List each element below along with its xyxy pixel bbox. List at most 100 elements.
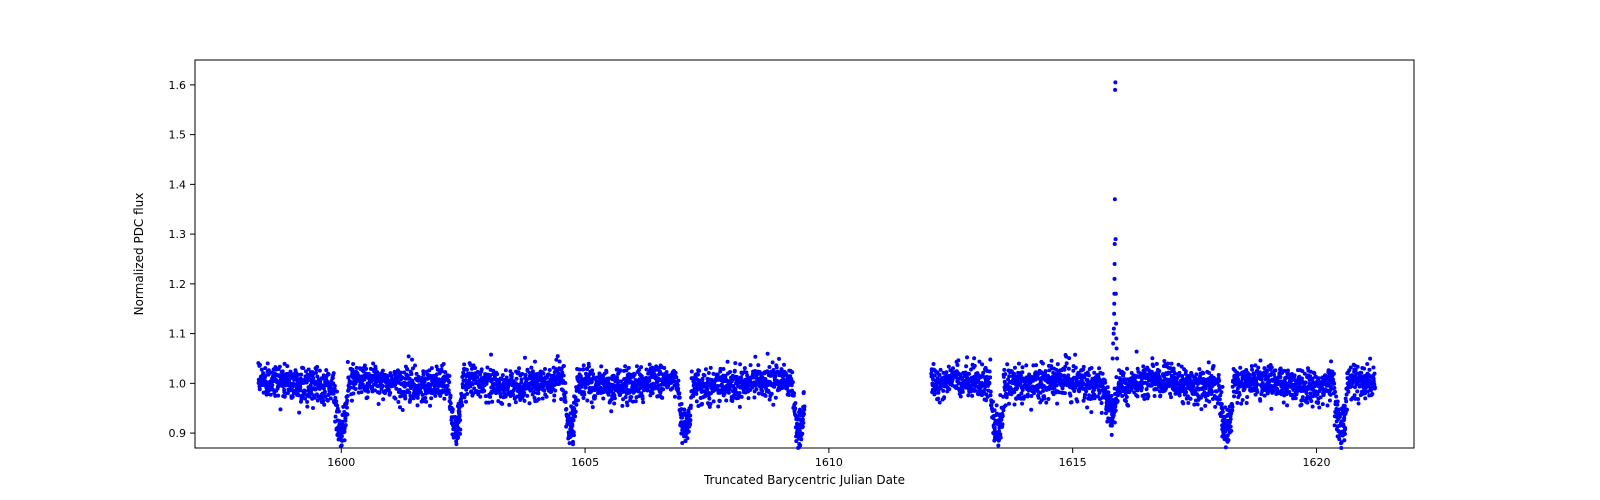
data-point — [1007, 374, 1011, 378]
x-tick-label: 1610 — [815, 456, 843, 469]
data-point — [345, 406, 349, 410]
data-point — [1312, 371, 1316, 375]
data-point — [564, 390, 568, 394]
data-point — [956, 358, 960, 362]
data-point — [1342, 438, 1346, 442]
data-point — [495, 372, 499, 376]
data-point — [343, 419, 347, 423]
data-point — [536, 391, 540, 395]
data-point — [1338, 433, 1342, 437]
data-point — [514, 400, 518, 404]
data-point — [686, 413, 690, 417]
data-point — [697, 369, 701, 373]
data-point — [708, 402, 712, 406]
data-point — [354, 387, 358, 391]
y-tick-label: 0.9 — [169, 427, 187, 440]
data-point — [660, 396, 664, 400]
data-point — [297, 411, 301, 415]
data-point — [1063, 365, 1067, 369]
data-point — [1125, 395, 1129, 399]
data-point — [1020, 402, 1024, 406]
data-point — [700, 402, 704, 406]
data-point — [430, 366, 434, 370]
data-point — [568, 441, 572, 445]
data-point — [446, 384, 450, 388]
x-tick-label: 1620 — [1302, 456, 1330, 469]
data-point — [1021, 365, 1025, 369]
lightcurve-chart: 160016051610161516200.91.01.11.21.31.41.… — [0, 0, 1600, 500]
data-point — [1153, 394, 1157, 398]
data-point — [766, 352, 770, 356]
data-point — [464, 400, 468, 404]
data-point — [1218, 397, 1222, 401]
data-point — [1135, 394, 1139, 398]
data-point — [988, 357, 992, 361]
data-point — [641, 397, 645, 401]
data-point — [490, 400, 494, 404]
data-point — [1368, 357, 1372, 361]
data-point — [1111, 398, 1115, 402]
data-point — [1220, 435, 1224, 439]
data-point — [733, 369, 737, 373]
data-point — [724, 399, 728, 403]
data-point — [1114, 237, 1118, 241]
data-point — [1309, 399, 1313, 403]
data-point — [607, 393, 611, 397]
data-point — [1103, 381, 1107, 385]
data-point — [563, 381, 567, 385]
data-point — [1342, 416, 1346, 420]
data-point — [726, 360, 730, 364]
data-point — [964, 364, 968, 368]
data-point — [738, 362, 742, 366]
data-point — [634, 399, 638, 403]
data-point — [1339, 446, 1343, 450]
data-point — [1300, 403, 1304, 407]
data-point — [484, 394, 488, 398]
data-point — [981, 371, 985, 375]
data-point — [1072, 389, 1076, 393]
data-point — [305, 405, 309, 409]
data-point — [429, 396, 433, 400]
data-point — [1077, 389, 1081, 393]
data-point — [556, 354, 560, 358]
data-point — [278, 407, 282, 411]
data-point — [1342, 424, 1346, 428]
data-point — [450, 432, 454, 436]
data-point — [677, 391, 681, 395]
data-point — [342, 424, 346, 428]
data-point — [756, 363, 760, 367]
data-point — [661, 387, 665, 391]
data-point — [988, 370, 992, 374]
data-point — [609, 409, 613, 413]
data-point — [528, 401, 532, 405]
data-point — [1084, 389, 1088, 393]
data-point — [449, 401, 453, 405]
data-point — [1067, 367, 1071, 371]
data-point — [989, 390, 993, 394]
data-point — [462, 362, 466, 366]
data-point — [1355, 389, 1359, 393]
data-point — [407, 354, 411, 358]
data-point — [942, 395, 946, 399]
data-point — [1113, 80, 1117, 84]
data-point — [1013, 402, 1017, 406]
data-point — [449, 394, 453, 398]
data-point — [707, 371, 711, 375]
data-point — [591, 372, 595, 376]
data-point — [676, 379, 680, 383]
data-point — [993, 421, 997, 425]
data-point — [1221, 385, 1225, 389]
data-point — [1332, 386, 1336, 390]
data-point — [1111, 356, 1115, 360]
data-point — [1012, 372, 1016, 376]
data-point — [585, 399, 589, 403]
data-point — [1005, 395, 1009, 399]
data-point — [1329, 359, 1333, 363]
data-point — [798, 412, 802, 416]
data-point — [1125, 367, 1129, 371]
data-point — [1258, 358, 1262, 362]
data-point — [947, 387, 951, 391]
data-point — [576, 398, 580, 402]
data-point — [327, 372, 331, 376]
data-point — [343, 438, 347, 442]
